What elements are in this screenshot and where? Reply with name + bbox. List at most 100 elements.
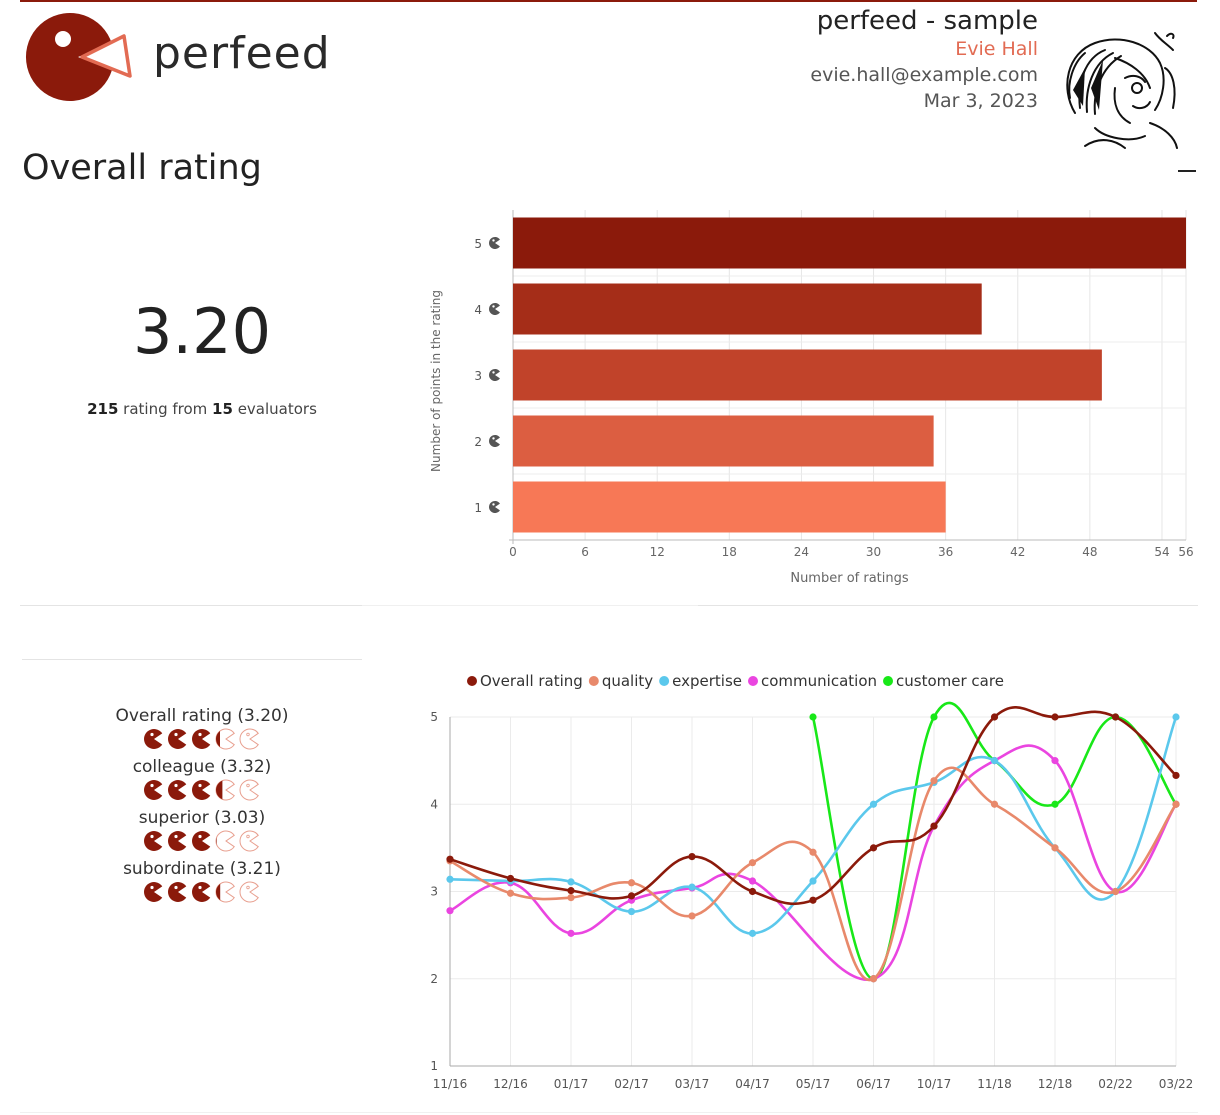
pacman-eye bbox=[246, 783, 250, 788]
y-tick-label: 4 bbox=[430, 797, 438, 811]
y-tick-label: 1 bbox=[474, 501, 482, 515]
data-point-quality bbox=[1051, 844, 1059, 852]
series-line-customer-care bbox=[811, 701, 1178, 981]
breakdown-label: subordinate (3.21) bbox=[123, 859, 281, 879]
data-point-quality bbox=[748, 859, 757, 867]
data-point-expertise bbox=[627, 907, 636, 916]
rating-breakdown-list: Overall rating (3.20) colleague (3.32) sup… bbox=[20, 706, 384, 910]
legend-label: Overall rating bbox=[480, 672, 583, 690]
x-tick-label: 0 bbox=[509, 545, 517, 559]
person-name: Evie Hall bbox=[955, 38, 1038, 60]
data-point-communication bbox=[567, 929, 575, 937]
data-point-overall-rating bbox=[869, 844, 878, 852]
data-point-communication bbox=[1051, 757, 1059, 765]
pacman-full-icon bbox=[143, 831, 163, 851]
y-tick-label: 5 bbox=[474, 237, 482, 251]
breakdown-item: subordinate (3.21) bbox=[20, 859, 384, 907]
pacman-full-icon bbox=[191, 780, 211, 800]
pacman-eye bbox=[174, 834, 178, 839]
data-point-customer-care bbox=[1051, 800, 1059, 808]
data-point-overall-rating bbox=[627, 892, 636, 900]
bar-rating-3 bbox=[513, 349, 1102, 401]
pacman-empty-icon bbox=[239, 779, 259, 801]
pacman-icon bbox=[488, 369, 500, 381]
pacman-icon bbox=[488, 303, 500, 315]
data-point-overall-rating bbox=[506, 874, 515, 883]
pacman-rating-icons bbox=[143, 779, 259, 801]
pacman-empty-icon bbox=[239, 881, 259, 903]
legend-marker bbox=[883, 676, 894, 686]
top-border bbox=[20, 0, 1197, 2]
divider bbox=[22, 659, 362, 660]
data-point-expertise bbox=[990, 757, 999, 765]
data-point-expertise bbox=[869, 800, 878, 808]
y-tick-label: 5 bbox=[430, 710, 438, 724]
evaluators-text: evaluators bbox=[232, 400, 317, 418]
breakdown-label: Overall rating (3.20) bbox=[115, 706, 289, 726]
y-tick-label: 2 bbox=[474, 435, 482, 449]
x-tick-label: 03/22 bbox=[1159, 1077, 1194, 1091]
ratings-text: rating from bbox=[118, 400, 213, 418]
data-point-overall-rating bbox=[990, 713, 999, 721]
data-point-quality bbox=[688, 912, 696, 920]
pacman-partial-icon bbox=[216, 883, 221, 901]
data-point-overall-rating bbox=[930, 822, 938, 830]
breakdown-label: superior (3.03) bbox=[138, 808, 266, 828]
bar-rating-4 bbox=[513, 283, 982, 335]
pacman-eye bbox=[246, 834, 250, 839]
legend-label: quality bbox=[602, 672, 653, 690]
data-point-expertise bbox=[688, 883, 696, 891]
x-tick-label: 24 bbox=[794, 545, 809, 559]
pacman-icon bbox=[488, 435, 500, 447]
pacman-eye bbox=[150, 834, 154, 839]
pacman-eye bbox=[492, 371, 495, 374]
pacman-full-icon bbox=[191, 831, 211, 851]
pacman-eye bbox=[198, 732, 202, 737]
x-tick-label: 11/18 bbox=[977, 1077, 1012, 1091]
pacman-rating-icons bbox=[143, 830, 259, 852]
bar-rating-1 bbox=[513, 481, 946, 533]
pacman-rating-icons bbox=[143, 728, 259, 750]
evaluators-count: 15 bbox=[212, 400, 233, 418]
section-title: Overall rating bbox=[22, 148, 262, 188]
x-tick-label: 10/17 bbox=[917, 1077, 952, 1091]
data-point-expertise bbox=[809, 877, 817, 885]
data-point-quality bbox=[1111, 887, 1120, 896]
x-tick-label: 11/16 bbox=[433, 1077, 468, 1091]
data-point-quality bbox=[506, 889, 515, 897]
y-tick-label: 2 bbox=[430, 972, 438, 986]
collapse-button[interactable] bbox=[1178, 170, 1196, 172]
pacman-full-icon bbox=[167, 729, 187, 749]
data-point-overall-rating bbox=[1172, 771, 1180, 780]
x-tick-label: 12/16 bbox=[493, 1077, 528, 1091]
legend-marker bbox=[748, 676, 758, 686]
divider bbox=[20, 1112, 1198, 1113]
pacman-full-icon bbox=[167, 780, 187, 800]
pacman-eye bbox=[174, 732, 178, 737]
pacman-partial-icon bbox=[216, 780, 223, 800]
data-point-overall-rating bbox=[1051, 713, 1059, 721]
pacman-eye bbox=[246, 732, 250, 737]
pacman-eye bbox=[492, 503, 495, 506]
bar-rating-2 bbox=[513, 415, 934, 467]
pacman-full-icon bbox=[143, 729, 163, 749]
pacman-full-icon bbox=[167, 831, 187, 851]
pacman-full-icon bbox=[191, 729, 211, 749]
divider bbox=[20, 605, 362, 606]
data-point-quality bbox=[869, 975, 878, 983]
pacman-eye bbox=[492, 305, 495, 308]
x-tick-label: 06/17 bbox=[856, 1077, 891, 1091]
divider bbox=[362, 605, 734, 606]
overall-score: 3.20 bbox=[132, 295, 272, 368]
avatar bbox=[1055, 28, 1190, 153]
pacman-eye bbox=[492, 437, 495, 440]
data-point-quality bbox=[1172, 800, 1180, 808]
pacman-partial-icon bbox=[216, 837, 217, 845]
x-tick-label: 03/17 bbox=[675, 1077, 710, 1091]
x-tick-label: 02/22 bbox=[1098, 1077, 1133, 1091]
data-point-overall-rating bbox=[688, 853, 696, 861]
divider bbox=[698, 605, 1198, 606]
brand-logo[interactable]: perfeed bbox=[20, 10, 330, 102]
y-tick-label: 4 bbox=[474, 303, 482, 317]
pacman-full-icon bbox=[143, 780, 163, 800]
